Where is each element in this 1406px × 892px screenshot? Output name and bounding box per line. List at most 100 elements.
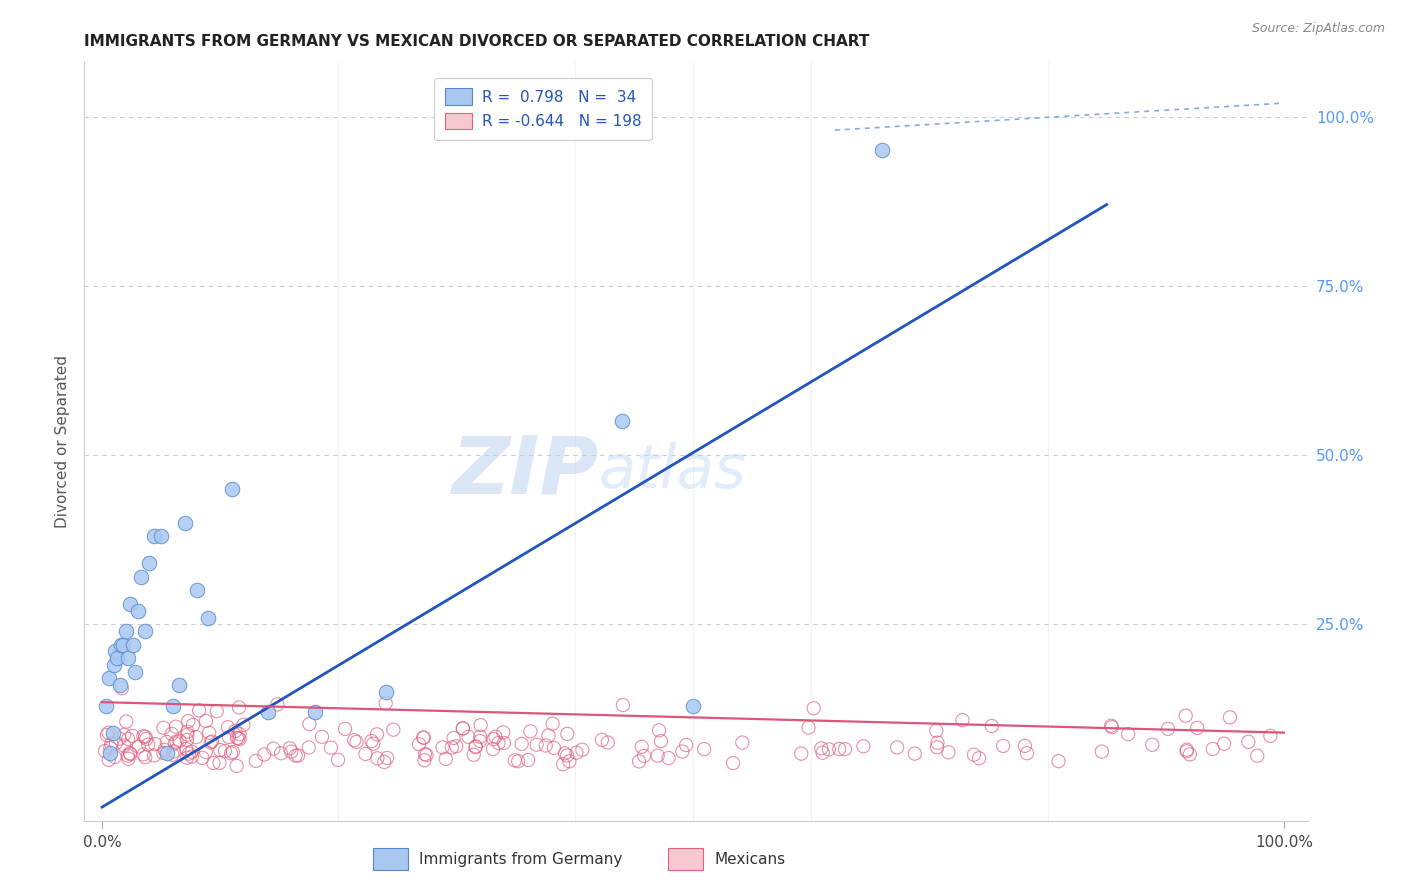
Point — [280, 745, 302, 759]
Point — [117, 731, 139, 746]
Point — [232, 718, 254, 732]
Point — [803, 701, 825, 715]
Point — [165, 720, 187, 734]
Point — [443, 731, 465, 745]
Point — [526, 738, 548, 752]
Point — [374, 685, 396, 699]
Point — [432, 740, 454, 755]
Point — [488, 736, 510, 750]
Point — [228, 700, 250, 714]
Point — [253, 747, 276, 762]
Point — [117, 748, 139, 763]
Point — [156, 735, 179, 749]
Point — [270, 746, 292, 760]
Point — [534, 739, 557, 753]
Legend: R =  0.798   N =  34, R = -0.644   N = 198: R = 0.798 N = 34, R = -0.644 N = 198 — [434, 78, 652, 140]
Text: IMMIGRANTS FROM GERMANY VS MEXICAN DIVORCED OR SEPARATED CORRELATION CHART: IMMIGRANTS FROM GERMANY VS MEXICAN DIVOR… — [84, 34, 870, 49]
Point — [176, 750, 198, 764]
Point — [671, 745, 693, 759]
Point — [191, 751, 214, 765]
Point — [952, 713, 974, 727]
Point — [470, 730, 492, 744]
Point — [98, 746, 121, 760]
Point — [121, 638, 143, 652]
FancyBboxPatch shape — [373, 848, 408, 871]
Point — [1178, 747, 1201, 762]
FancyBboxPatch shape — [668, 848, 703, 871]
Point — [508, 754, 530, 768]
Point — [256, 706, 278, 720]
Point — [128, 739, 150, 754]
Point — [721, 756, 744, 770]
Point — [1116, 727, 1139, 741]
Point — [169, 734, 191, 748]
Point — [217, 720, 239, 734]
Point — [198, 725, 221, 739]
Point — [136, 738, 159, 752]
Point — [96, 728, 118, 742]
Point — [287, 748, 309, 763]
Point — [202, 756, 225, 770]
Y-axis label: Divorced or Separated: Divorced or Separated — [55, 355, 70, 528]
Point — [326, 753, 349, 767]
Point — [205, 704, 228, 718]
Point — [176, 728, 198, 742]
Point — [143, 529, 166, 543]
Point — [517, 753, 540, 767]
Point — [97, 753, 120, 767]
Point — [555, 727, 578, 741]
Point — [415, 747, 437, 762]
Point — [1091, 745, 1114, 759]
Point — [555, 748, 578, 763]
Point — [160, 727, 183, 741]
Point — [731, 735, 754, 749]
Point — [224, 723, 246, 738]
Point — [222, 745, 245, 759]
Point — [152, 721, 174, 735]
Point — [591, 732, 613, 747]
Point — [114, 624, 136, 639]
Point — [100, 737, 122, 751]
Point — [413, 753, 436, 767]
Point — [444, 739, 467, 754]
Point — [214, 744, 236, 758]
Point — [107, 651, 129, 665]
Point — [228, 727, 250, 741]
Point — [177, 714, 200, 728]
Point — [245, 754, 267, 768]
Point — [176, 724, 198, 739]
Point — [104, 736, 127, 750]
Point — [225, 759, 247, 773]
Point — [797, 721, 820, 735]
Point — [143, 748, 166, 763]
Point — [363, 737, 385, 751]
Point — [152, 746, 174, 760]
Point — [464, 740, 486, 755]
Point — [97, 725, 120, 739]
Point — [1101, 720, 1123, 734]
Point — [156, 746, 179, 760]
Point — [1246, 748, 1268, 763]
Point — [537, 729, 560, 743]
Point — [852, 739, 875, 754]
Point — [1237, 735, 1260, 749]
Point — [143, 737, 166, 751]
Point — [927, 736, 949, 750]
Point — [117, 752, 139, 766]
Point — [682, 698, 704, 713]
Point — [451, 722, 474, 736]
Point — [112, 739, 135, 753]
Point — [886, 740, 908, 755]
Point — [304, 706, 326, 720]
Point — [967, 751, 990, 765]
Point — [482, 732, 505, 747]
Point — [571, 743, 593, 757]
Point — [554, 746, 576, 760]
Point — [1219, 710, 1241, 724]
Point — [1175, 742, 1198, 756]
Point — [648, 723, 671, 738]
Point — [503, 753, 526, 767]
Point — [177, 747, 200, 761]
Point — [434, 752, 457, 766]
Point — [1175, 744, 1198, 758]
